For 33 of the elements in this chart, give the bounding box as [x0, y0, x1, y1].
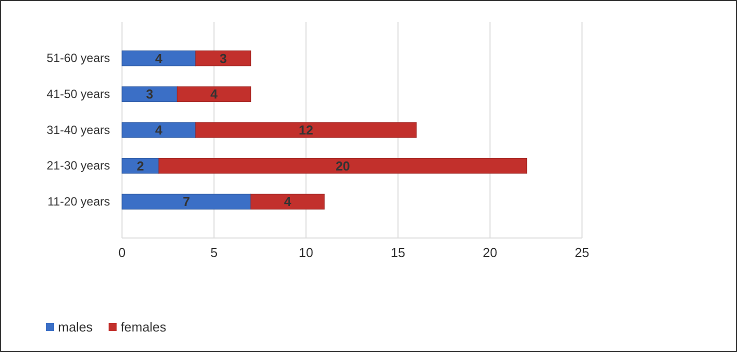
data-label: 3	[220, 50, 227, 66]
bar	[195, 122, 417, 138]
y-tick-label: 21-30 years	[46, 158, 110, 173]
bar	[122, 50, 196, 66]
bar	[122, 122, 196, 138]
legend-label: females	[120, 320, 167, 335]
bar	[122, 86, 178, 102]
bar	[122, 158, 160, 174]
data-label: 4	[210, 86, 218, 102]
data-label: 20	[336, 158, 350, 174]
bar	[158, 158, 528, 174]
x-tick-label: 10	[298, 245, 314, 260]
bar	[176, 86, 252, 102]
y-tick-label: 41-50 years	[46, 87, 110, 101]
bar	[195, 50, 252, 66]
data-label: 12	[298, 122, 314, 138]
y-tick-label: 51-60 years	[46, 51, 110, 66]
data-label: 4	[155, 50, 164, 66]
y-tick-label: 11-20 years	[48, 194, 110, 209]
data-label: 3	[146, 86, 154, 102]
x-tick-label: 20	[482, 245, 498, 260]
x-tick-label: 25	[574, 245, 590, 260]
data-label: 4	[155, 122, 164, 138]
x-tick-label: 5	[210, 245, 218, 260]
data-label: 4	[284, 194, 292, 210]
x-tick-label: 0	[118, 245, 126, 260]
bar	[122, 194, 252, 210]
bar	[250, 194, 325, 210]
x-tick-label: 15	[390, 245, 406, 260]
data-label: 2	[136, 158, 144, 174]
data-label: 7	[182, 194, 190, 210]
y-tick-label: 31-40 years	[46, 122, 110, 137]
legend-label: males	[58, 320, 94, 335]
